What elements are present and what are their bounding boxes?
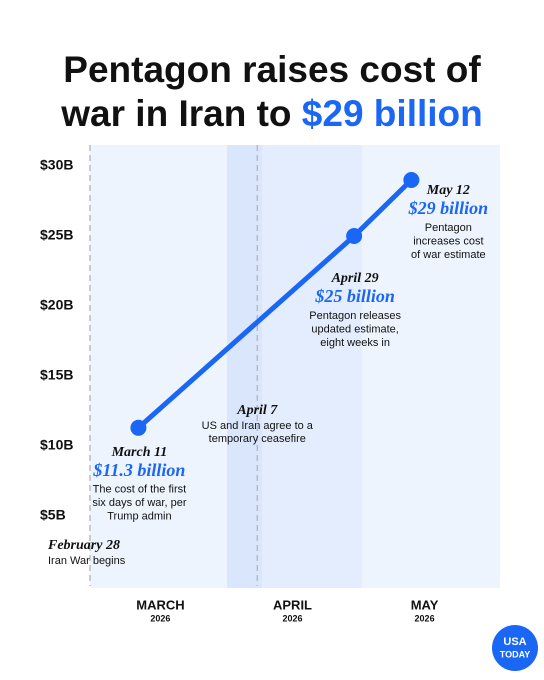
point-note: Trump admin — [107, 511, 171, 523]
y-tick-label: $10B — [40, 437, 73, 453]
chart-title: war in Iran to $29 billion — [60, 93, 482, 134]
x-tick-label: MARCH — [136, 597, 184, 612]
point-note: eight weeks in — [320, 337, 390, 349]
x-tick-year: 2026 — [150, 613, 170, 623]
month-band — [227, 145, 262, 588]
logo-text: USA — [503, 636, 526, 648]
y-tick-label: $25B — [40, 227, 73, 243]
y-tick-label: $15B — [40, 367, 73, 383]
title-highlight: $29 billion — [302, 93, 483, 134]
y-tick-label: $5B — [40, 507, 66, 523]
event-date: April 7 — [236, 403, 278, 418]
point-note: of war estimate — [411, 249, 486, 261]
plot: $5B$10B$15B$20B$25B$30BMARCH2026APRIL202… — [40, 145, 488, 623]
title-text: war in Iran to — [60, 93, 291, 134]
point-date: March 11 — [111, 445, 168, 460]
value-label: $11.3 billion — [92, 460, 185, 480]
chart-title: Pentagon raises cost of — [63, 49, 481, 90]
data-point — [130, 419, 147, 436]
event-date: February 28 — [47, 538, 120, 553]
y-tick-label: $30B — [40, 157, 73, 173]
x-tick-label: APRIL — [273, 597, 312, 612]
data-point — [346, 228, 363, 244]
event-text: Iran War begins — [48, 555, 126, 567]
logo — [492, 625, 538, 671]
y-tick-label: $20B — [40, 297, 73, 313]
point-date: May 12 — [426, 183, 470, 198]
point-date: April 29 — [331, 271, 379, 286]
x-tick-year: 2026 — [282, 613, 302, 623]
x-tick-year: 2026 — [415, 613, 435, 623]
point-note: six days of war, per — [92, 497, 186, 509]
point-note: Pentagon releases — [309, 310, 401, 322]
value-label: $25 billion — [314, 286, 395, 306]
x-tick-label: MAY — [411, 597, 439, 612]
point-note: increases cost — [413, 235, 483, 247]
logo-text: TODAY — [500, 649, 531, 659]
value-label: $29 billion — [408, 198, 489, 218]
point-note: Pentagon — [425, 222, 472, 234]
point-note: The cost of the first — [93, 484, 187, 496]
data-point — [403, 172, 420, 188]
point-note: updated estimate, — [311, 323, 398, 335]
event-text: temporary ceasefire — [209, 433, 306, 445]
event-text: US and Iran agree to a — [202, 420, 314, 432]
